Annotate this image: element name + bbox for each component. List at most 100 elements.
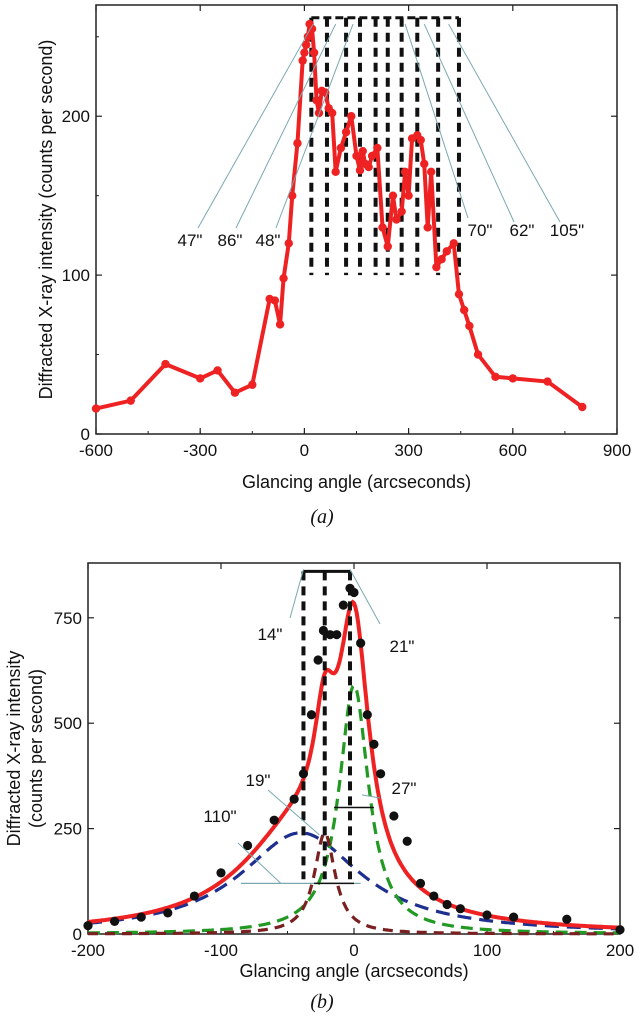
panel-b-data-point	[615, 925, 625, 935]
panel-b-data-point	[389, 811, 399, 821]
panel-a-series	[91, 19, 587, 413]
panel-b-leader-line	[267, 789, 320, 836]
panel-a-data-point	[491, 372, 500, 381]
panel-b-width-label: 14"	[258, 625, 283, 644]
panel-a-data-point	[426, 167, 436, 177]
panel-b-data-point	[325, 630, 335, 640]
panel-a-x-tick-label: 0	[300, 441, 309, 460]
panel-b-x-tick-label: -100	[204, 941, 238, 960]
panel-b-fit-curve	[87, 599, 620, 930]
panel-a-data-point	[352, 151, 361, 161]
panel-b-data-point	[289, 794, 299, 804]
panel-a: -600 -300 0 300 600 900 0 100 200 47" 86" 48" 70" 62…	[36, 4, 631, 528]
panel-a-data-point	[336, 143, 346, 153]
panel-a-y-tick-label: 0	[81, 425, 90, 444]
panel-b-data-point	[163, 908, 173, 918]
panel-b-data-point	[455, 904, 465, 914]
panel-a-data-point	[284, 239, 293, 248]
panel-a-x-tick-label: 300	[394, 441, 422, 460]
panel-a-data-point	[161, 359, 170, 369]
panel-a-width-label: 105"	[550, 221, 584, 240]
panel-b-label: (b)	[310, 991, 334, 1013]
panel-b-x-tick-label: -200	[71, 941, 105, 960]
panel-a-width-label: 70"	[468, 221, 493, 240]
panel-a-data-point	[248, 380, 257, 389]
panel-b-data-point	[442, 899, 452, 910]
panel-a-data-point	[416, 135, 425, 145]
panel-b-data-point	[306, 710, 317, 720]
panel-a-data-point	[508, 374, 517, 383]
panel-a-data-point	[378, 223, 387, 232]
panel-a-data-point	[400, 167, 410, 177]
panel-a-data-point	[307, 24, 317, 34]
panel-b-data-point	[482, 910, 492, 920]
panel-a-data-point	[91, 404, 101, 413]
panel-a-data-point	[473, 350, 483, 359]
panel-a-leader-line	[404, 23, 469, 219]
panel-b-data-point	[189, 891, 199, 901]
panel-a-data-point	[397, 207, 406, 216]
panel-b-width-label: 19"	[246, 771, 271, 790]
panel-b-leader-line	[237, 842, 282, 884]
panel-a-data-point	[321, 88, 330, 97]
panel-b: -200 -100 0 100 200 0 250 500 750 14" 21" 19" 27" 11…	[4, 562, 634, 1013]
panel-a-data-point	[404, 191, 413, 200]
panel-a-data-point	[312, 96, 321, 105]
panel-b-data-point	[83, 920, 93, 931]
panel-b-data-point	[362, 710, 372, 720]
panel-b-data-point	[508, 912, 519, 922]
panel-b-data-point	[415, 878, 426, 889]
panel-b-data-point	[313, 655, 323, 665]
panel-a-data-point	[437, 255, 446, 264]
panel-b-data-point	[369, 739, 379, 749]
panel-b-width-label: 110"	[203, 807, 236, 826]
panel-a-data-point	[309, 48, 319, 57]
panel-a-data-point	[288, 191, 297, 200]
panel-b-width-label: 27"	[392, 779, 417, 798]
panel-b-width-label: 21"	[390, 637, 415, 656]
panel-a-data-point	[358, 146, 367, 156]
panel-a-data-point	[578, 402, 587, 412]
panel-a-data-point	[392, 215, 401, 224]
panel-a-y-tick-label: 100	[62, 266, 90, 285]
panel-b-y-tick-label: 500	[54, 714, 82, 733]
panel-b-y-tick-label: 750	[54, 609, 82, 628]
panel-a-data-point	[298, 56, 307, 65]
panel-b-leader-line	[349, 569, 381, 625]
panel-a-x-axis-label: Glancing angle (arcseconds)	[242, 472, 471, 492]
panel-a-data-point	[196, 374, 205, 383]
panel-a-data-point	[373, 143, 382, 153]
panel-a-data-point	[442, 247, 452, 256]
panel-a-data-point	[300, 48, 309, 57]
panel-b-data-point	[356, 638, 366, 648]
panel-b-x-tick-label: 200	[606, 941, 634, 960]
panel-b-leader-line	[289, 569, 304, 619]
panel-a-leader-line	[235, 23, 337, 229]
panel-a-data-point	[543, 377, 552, 386]
panel-a-series-line	[95, 22, 584, 411]
panel-a-y-axis-label: Diffracted X-ray intensity (counts per s…	[36, 40, 56, 400]
panel-a-data-point	[270, 296, 280, 305]
panel-a-data-point	[230, 388, 240, 397]
panel-a-leader-line	[275, 23, 354, 229]
panel-a-data-point	[331, 167, 340, 177]
panel-b-plot-frame	[87, 562, 621, 935]
panel-a-data-point	[465, 321, 474, 331]
panel-a-annotations: 47" 86" 48" 70" 62" 105"	[178, 23, 584, 250]
panel-b-data-point	[216, 868, 226, 878]
panel-a-data-point	[347, 112, 356, 121]
panel-a-leader-line	[197, 23, 314, 229]
panel-b-component-curve	[87, 831, 621, 931]
panel-a-leader-line	[423, 23, 515, 223]
panel-a-label: (a)	[310, 506, 334, 528]
panel-a-data-point	[432, 262, 441, 272]
panel-a-data-point	[279, 274, 288, 283]
panel-a-data-point	[303, 32, 313, 41]
panel-a-x-tick-label: -600	[79, 441, 113, 460]
panel-a-data-point	[388, 191, 398, 200]
panel-a-data-point	[293, 139, 302, 148]
panel-a-ticks: -600 -300 0 300 600 900 0 100 200	[62, 5, 631, 460]
panel-a-data-point	[126, 396, 135, 405]
panel-b-y-tick-label: 250	[54, 820, 82, 839]
panel-b-ticks: -200 -100 0 100 200 0 250 500 750	[54, 563, 634, 960]
